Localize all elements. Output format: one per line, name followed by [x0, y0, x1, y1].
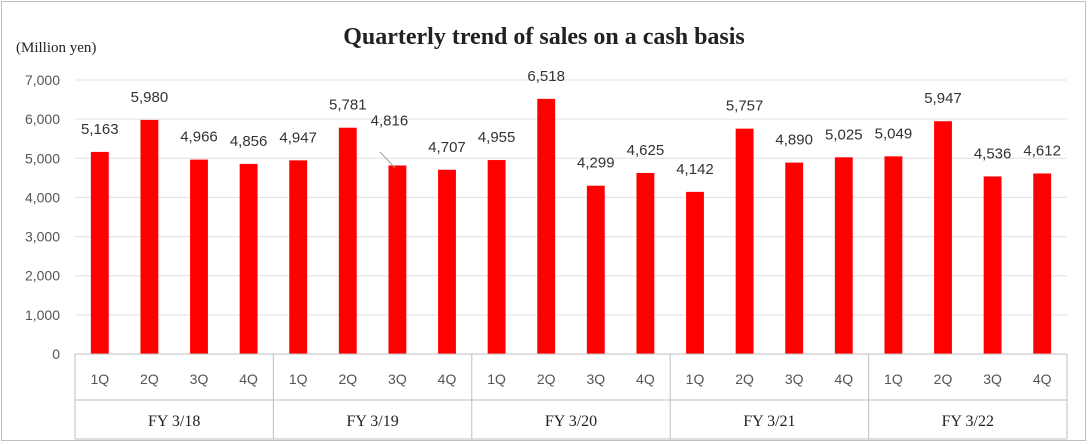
data-label: 4,612 — [1023, 142, 1061, 159]
y-axis-ticks: 0 1,000 2,000 3,000 4,000 5,000 6,000 7,000 — [25, 72, 60, 362]
y-tick-label: 4,000 — [25, 189, 60, 205]
data-label: 4,625 — [627, 142, 665, 159]
data-label: 5,163 — [81, 121, 119, 138]
bar — [586, 185, 605, 354]
bar — [140, 119, 159, 354]
bar — [537, 98, 556, 355]
data-label: 4,142 — [676, 161, 714, 178]
leader-line — [379, 151, 396, 169]
data-label: 4,816 — [371, 112, 409, 129]
data-label: 5,049 — [875, 125, 913, 142]
data-label: 4,890 — [775, 132, 813, 149]
bar — [239, 163, 258, 354]
data-label: 5,781 — [329, 97, 367, 114]
data-label: 4,856 — [230, 133, 268, 150]
x-tick-label: 4Q — [1033, 371, 1052, 387]
x-tick-label: 1Q — [487, 371, 506, 387]
bar — [834, 157, 853, 354]
x-tick-label: 2Q — [934, 371, 953, 387]
data-label: 4,299 — [577, 155, 615, 172]
y-tick-label: 5,000 — [25, 150, 60, 166]
y-tick-label: 7,000 — [25, 72, 60, 88]
y-tick-label: 1,000 — [25, 307, 60, 323]
bar — [388, 165, 407, 354]
x-tick-label: 2Q — [338, 371, 357, 387]
bar — [735, 128, 754, 354]
data-label: 5,947 — [924, 90, 962, 107]
group-label: FY 3/21 — [743, 413, 795, 430]
data-label: 4,707 — [428, 139, 466, 156]
group-label: FY 3/18 — [148, 413, 200, 430]
bar — [190, 159, 208, 354]
y-tick-label: 6,000 — [25, 111, 60, 127]
data-label: 5,980 — [131, 89, 169, 106]
x-tick-label: 3Q — [586, 371, 605, 387]
x-tick-label: 3Q — [388, 371, 407, 387]
y-tick-label: 2,000 — [25, 268, 60, 284]
bar — [487, 160, 506, 354]
x-tick-label: 4Q — [438, 371, 457, 387]
data-label: 4,536 — [974, 145, 1012, 162]
x-tick-label: 1Q — [90, 371, 109, 387]
x-tick-label: 2Q — [140, 371, 159, 387]
bar — [934, 121, 952, 354]
bars — [90, 98, 1052, 355]
group-label: FY 3/22 — [942, 413, 994, 430]
bar — [90, 151, 109, 354]
data-label: 5,025 — [825, 126, 863, 143]
chart-title: Quarterly trend of sales on a cash basis — [343, 24, 745, 50]
group-label: FY 3/19 — [346, 413, 398, 430]
bar — [338, 127, 357, 354]
bar — [884, 156, 903, 354]
data-label: 6,518 — [527, 68, 565, 85]
y-axis-unit-label: (Million yen) — [16, 40, 96, 56]
data-label: 4,947 — [279, 129, 317, 146]
x-tick-label: 3Q — [785, 371, 804, 387]
bar — [785, 162, 804, 354]
bar — [1033, 173, 1052, 354]
data-label: 4,955 — [478, 129, 516, 146]
data-label: 5,757 — [726, 98, 764, 115]
x-tick-label: 1Q — [289, 371, 308, 387]
x-tick-label: 3Q — [190, 371, 209, 387]
bar — [289, 160, 308, 354]
x-tick-label: 4Q — [834, 371, 853, 387]
y-tick-label: 0 — [52, 346, 60, 362]
gridlines — [75, 79, 1067, 316]
x-tick-label: 1Q — [884, 371, 903, 387]
x-tick-label: 2Q — [537, 371, 556, 387]
x-tick-label: 4Q — [239, 371, 258, 387]
x-tick-label: 4Q — [636, 371, 655, 387]
bar — [983, 176, 1002, 354]
data-label: 4,966 — [180, 129, 218, 146]
bar — [636, 172, 655, 354]
bar — [686, 191, 704, 354]
group-label: FY 3/20 — [545, 413, 597, 430]
y-tick-label: 3,000 — [25, 229, 60, 245]
bar — [438, 169, 456, 354]
x-tick-label: 1Q — [686, 371, 705, 387]
x-tick-label: 3Q — [983, 371, 1002, 387]
x-tick-label: 2Q — [735, 371, 754, 387]
category-axis: 1Q 2Q 3Q 4Q FY 3/18 1Q 2Q 3Q 4Q FY 3/19 1Q 2Q 3Q 4Q FY… — [74, 353, 1068, 440]
